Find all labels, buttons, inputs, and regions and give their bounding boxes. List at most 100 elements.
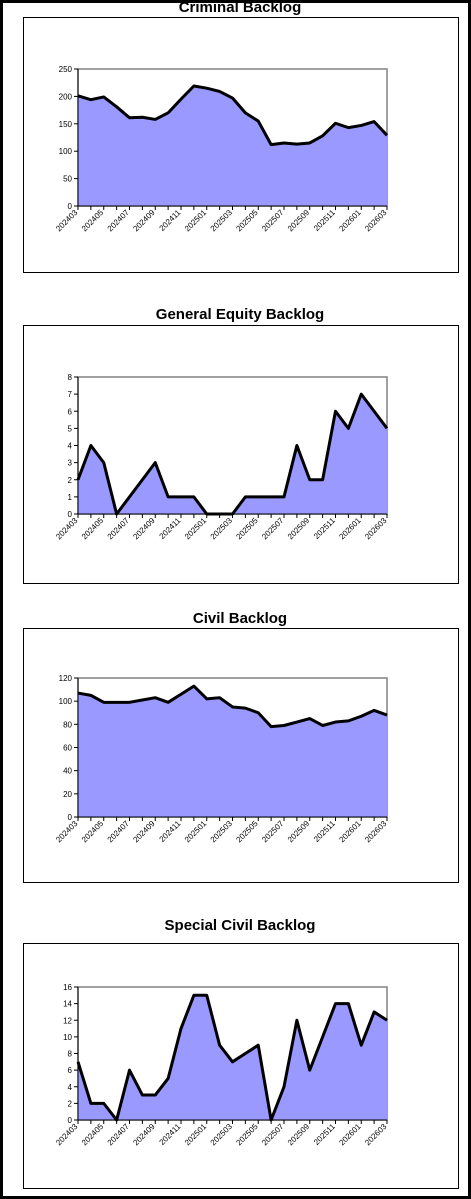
x-tick-label: 202407 xyxy=(106,819,132,845)
x-tick-label: 202509 xyxy=(286,516,312,542)
x-tick-label: 202407 xyxy=(106,1122,132,1148)
y-tick-label: 60 xyxy=(63,744,72,753)
area-series-fill xyxy=(78,394,387,514)
y-tick-label: 1 xyxy=(68,493,73,502)
x-tick-label: 202507 xyxy=(260,819,286,845)
x-tick-label: 202403 xyxy=(54,1122,80,1148)
y-tick-label: 5 xyxy=(68,424,73,433)
area-series-fill xyxy=(78,995,387,1120)
x-tick-label: 202503 xyxy=(209,208,235,234)
area-series-line xyxy=(76,993,388,1122)
x-tick-label: 202603 xyxy=(363,208,389,234)
x-tick-label: 202505 xyxy=(234,516,260,542)
area-series-line xyxy=(77,684,388,729)
y-tick-label: 6 xyxy=(68,407,73,416)
x-tick-label: 202601 xyxy=(337,819,363,845)
chart-title-general-equity: General Equity Backlog xyxy=(155,306,325,323)
x-tick-label: 202507 xyxy=(260,208,286,234)
x-tick-label: 202409 xyxy=(131,1122,157,1148)
x-tick-label: 202405 xyxy=(80,516,106,542)
x-tick-label: 202411 xyxy=(158,819,183,844)
y-tick-label: 100 xyxy=(59,697,73,706)
x-tick-label: 202603 xyxy=(363,516,389,542)
y-tick-label: 7 xyxy=(68,390,73,399)
y-tick-label: 3 xyxy=(68,459,73,468)
x-tick-label: 202403 xyxy=(54,208,80,234)
x-tick-label: 202501 xyxy=(183,819,209,845)
y-tick-label: 2 xyxy=(68,1099,73,1108)
y-tick-label: 4 xyxy=(68,442,73,451)
y-tick-label: 100 xyxy=(59,147,73,156)
chart-title-special-civil: Special Civil Backlog xyxy=(164,917,316,934)
x-tick-label: 202501 xyxy=(183,516,209,542)
y-tick-label: 0 xyxy=(68,813,73,822)
x-tick-label: 202603 xyxy=(363,819,389,845)
x-tick-label: 202501 xyxy=(183,1122,209,1148)
chart-title-criminal: Criminal Backlog xyxy=(178,0,302,16)
x-tick-label: 202501 xyxy=(183,208,209,234)
y-tick-label: 0 xyxy=(68,510,73,519)
y-tick-label: 8 xyxy=(68,1050,73,1059)
x-tick-label: 202509 xyxy=(286,208,312,234)
x-tick-label: 202403 xyxy=(54,516,80,542)
x-tick-label: 202505 xyxy=(234,208,260,234)
x-tick-label: 202509 xyxy=(286,819,312,845)
x-tick-label: 202601 xyxy=(337,516,363,542)
x-tick-label: 202603 xyxy=(363,1122,389,1148)
x-tick-label: 202511 xyxy=(312,516,337,541)
y-tick-label: 80 xyxy=(63,720,72,729)
chart-box-civil: 0 20 40 60 80 100 120 202403 202405 202407 202409 2… xyxy=(23,628,459,883)
y-tick-label: 6 xyxy=(68,1066,73,1075)
x-tick-label: 202409 xyxy=(131,516,157,542)
area-series-fill xyxy=(78,85,387,206)
x-tick-label: 202511 xyxy=(312,1122,337,1147)
x-tick-label: 202505 xyxy=(234,1122,260,1148)
x-tick-label: 202601 xyxy=(337,208,363,234)
y-tick-label: 120 xyxy=(59,674,73,683)
x-tick-label: 202403 xyxy=(54,819,80,845)
y-tick-label: 16 xyxy=(63,983,72,992)
x-tick-label: 202409 xyxy=(131,208,157,234)
x-tick-label: 202405 xyxy=(80,1122,106,1148)
y-tick-label: 150 xyxy=(59,120,73,129)
y-tick-label: 14 xyxy=(63,1000,72,1009)
x-tick-label: 202503 xyxy=(209,819,235,845)
y-tick-label: 250 xyxy=(59,65,73,74)
y-tick-label: 12 xyxy=(63,1016,72,1025)
x-tick-label: 202505 xyxy=(234,819,260,845)
x-tick-label: 202411 xyxy=(158,208,183,233)
x-tick-label: 202601 xyxy=(337,1122,363,1148)
x-tick-label: 202405 xyxy=(80,819,106,845)
y-tick-label: 0 xyxy=(68,1116,73,1125)
y-tick-label: 20 xyxy=(63,790,72,799)
x-tick-label: 202503 xyxy=(209,1122,235,1148)
chart-box-general-equity: 0 1 2 3 4 5 6 7 8 202403 202405 202407 202409 202411 2… xyxy=(23,325,459,584)
x-tick-label: 202411 xyxy=(158,1122,183,1147)
y-tick-label: 40 xyxy=(63,767,72,776)
chart-title-civil: Civil Backlog xyxy=(192,610,288,627)
y-tick-label: 8 xyxy=(68,373,73,382)
x-tick-label: 202511 xyxy=(312,208,337,233)
x-tick-label: 202407 xyxy=(106,516,132,542)
y-tick-label: 2 xyxy=(68,476,73,485)
x-tick-label: 202411 xyxy=(158,516,183,541)
chart-box-criminal: 0 50 100 150 200 250 202403 202405 202407 202409 2… xyxy=(23,17,459,273)
y-tick-label: 50 xyxy=(63,175,72,184)
x-tick-label: 202405 xyxy=(80,208,106,234)
y-tick-label: 0 xyxy=(68,202,73,211)
x-tick-label: 202507 xyxy=(260,1122,286,1148)
x-tick-label: 202407 xyxy=(106,208,132,234)
y-tick-label: 4 xyxy=(68,1083,73,1092)
chart-box-special-civil: 0 2 4 6 8 10 12 14 16 202403 202405 202407 202409 202… xyxy=(23,943,459,1189)
x-tick-label: 202511 xyxy=(312,819,337,844)
area-series-line xyxy=(77,84,389,147)
y-tick-label: 10 xyxy=(63,1033,72,1042)
x-tick-label: 202507 xyxy=(260,516,286,542)
x-tick-label: 202409 xyxy=(131,819,157,845)
x-tick-label: 202509 xyxy=(286,1122,312,1148)
